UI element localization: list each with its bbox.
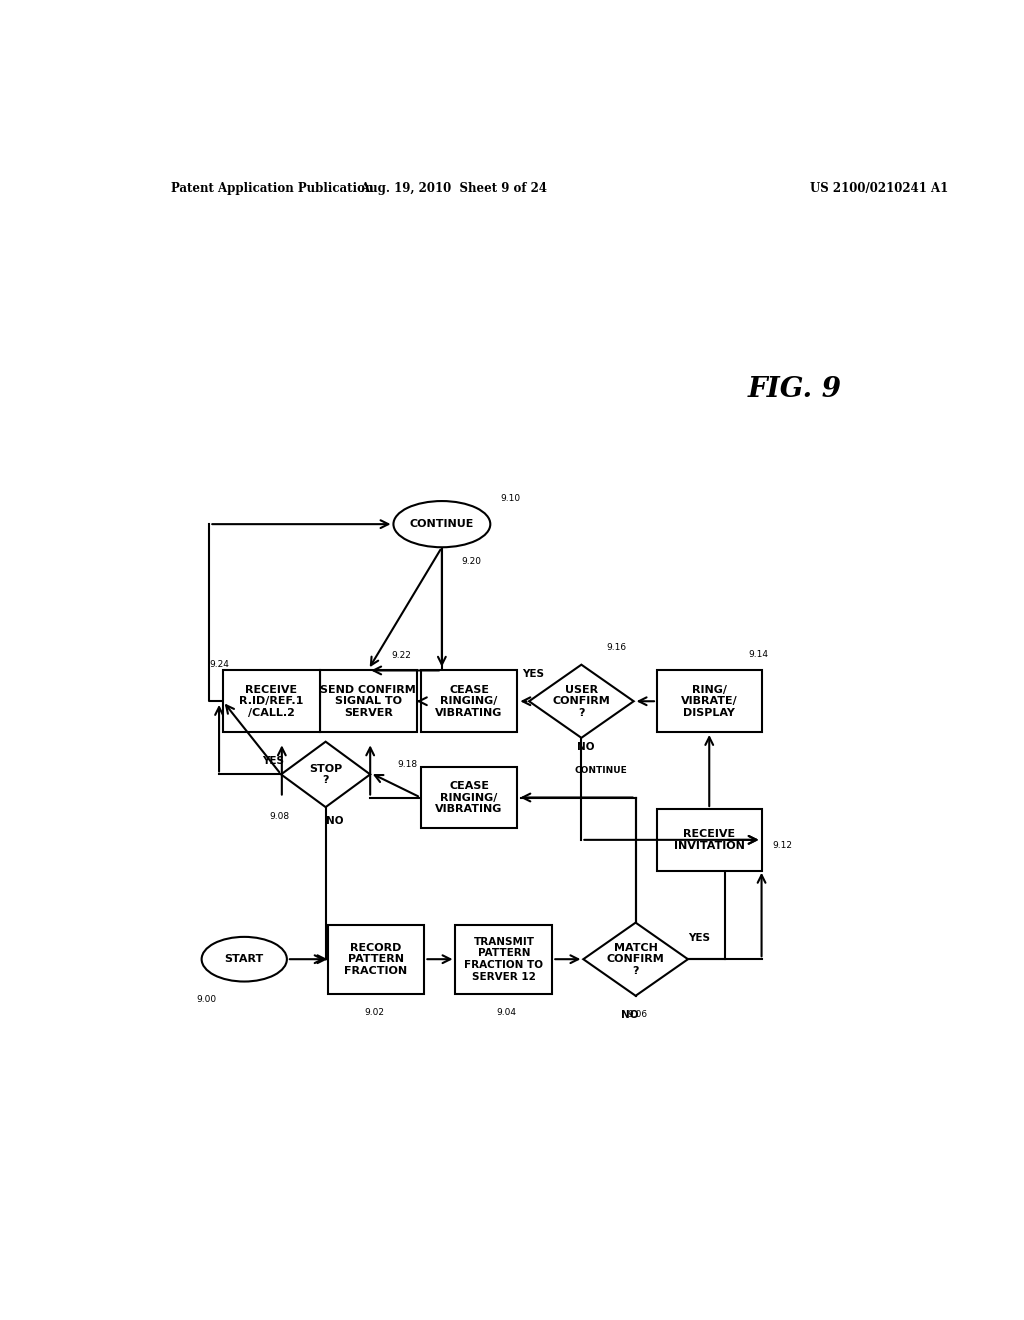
Text: CEASE
RINGING/
VIBRATING: CEASE RINGING/ VIBRATING [435,781,503,814]
Text: RECORD
PATTERN
FRACTION: RECORD PATTERN FRACTION [344,942,408,975]
Ellipse shape [202,937,287,982]
Text: YES: YES [262,755,284,766]
FancyBboxPatch shape [319,671,417,733]
Text: 9.12: 9.12 [773,841,793,850]
FancyBboxPatch shape [657,809,762,871]
Text: MATCH
CONFIRM
?: MATCH CONFIRM ? [607,942,665,975]
Text: 9.00: 9.00 [197,994,216,1003]
Text: CONTINUE: CONTINUE [574,766,627,775]
Text: 9.10: 9.10 [500,494,520,503]
Text: NO: NO [327,816,344,825]
Text: RECEIVE
R.ID/REF.1
/CALL.2: RECEIVE R.ID/REF.1 /CALL.2 [240,685,303,718]
FancyBboxPatch shape [328,924,424,994]
Text: 9.08: 9.08 [270,812,290,821]
Text: USER
CONFIRM
?: USER CONFIRM ? [553,685,610,718]
Text: Aug. 19, 2010  Sheet 9 of 24: Aug. 19, 2010 Sheet 9 of 24 [360,182,547,194]
Text: NO: NO [621,1010,638,1019]
Text: YES: YES [522,668,545,678]
FancyBboxPatch shape [456,924,552,994]
Text: 9.02: 9.02 [365,1007,384,1016]
Text: 9.06: 9.06 [628,1010,648,1019]
FancyBboxPatch shape [657,671,762,733]
Text: 9.20: 9.20 [461,557,481,566]
Text: YES: YES [688,933,711,942]
Text: SEND CONFIRM
SIGNAL TO
SERVER: SEND CONFIRM SIGNAL TO SERVER [321,685,416,718]
Text: Patent Application Publication: Patent Application Publication [171,182,373,194]
Text: 9.24: 9.24 [209,660,229,669]
Text: 9.04: 9.04 [496,1007,516,1016]
Text: 9.16: 9.16 [606,643,627,652]
Ellipse shape [393,502,490,548]
Polygon shape [529,665,634,738]
Polygon shape [584,923,688,995]
Text: FIG. 9: FIG. 9 [748,376,842,403]
Text: CONTINUE: CONTINUE [410,519,474,529]
Polygon shape [281,742,371,807]
Text: RECEIVE
INVITATION: RECEIVE INVITATION [674,829,744,850]
Text: US 2100/0210241 A1: US 2100/0210241 A1 [810,182,948,194]
Text: TRANSMIT
PATTERN
FRACTION TO
SERVER 12: TRANSMIT PATTERN FRACTION TO SERVER 12 [464,937,544,982]
FancyBboxPatch shape [421,671,517,733]
FancyBboxPatch shape [421,767,517,829]
Text: NO: NO [577,742,594,752]
Text: 9.14: 9.14 [748,651,768,660]
Text: STOP
?: STOP ? [309,763,342,785]
Text: 9.22: 9.22 [391,651,412,660]
Text: CEASE
RINGING/
VIBRATING: CEASE RINGING/ VIBRATING [435,685,503,718]
Text: 9.18: 9.18 [397,760,418,768]
Text: RING/
VIBRATE/
DISPLAY: RING/ VIBRATE/ DISPLAY [681,685,737,718]
FancyBboxPatch shape [223,671,319,733]
Text: START: START [224,954,264,964]
